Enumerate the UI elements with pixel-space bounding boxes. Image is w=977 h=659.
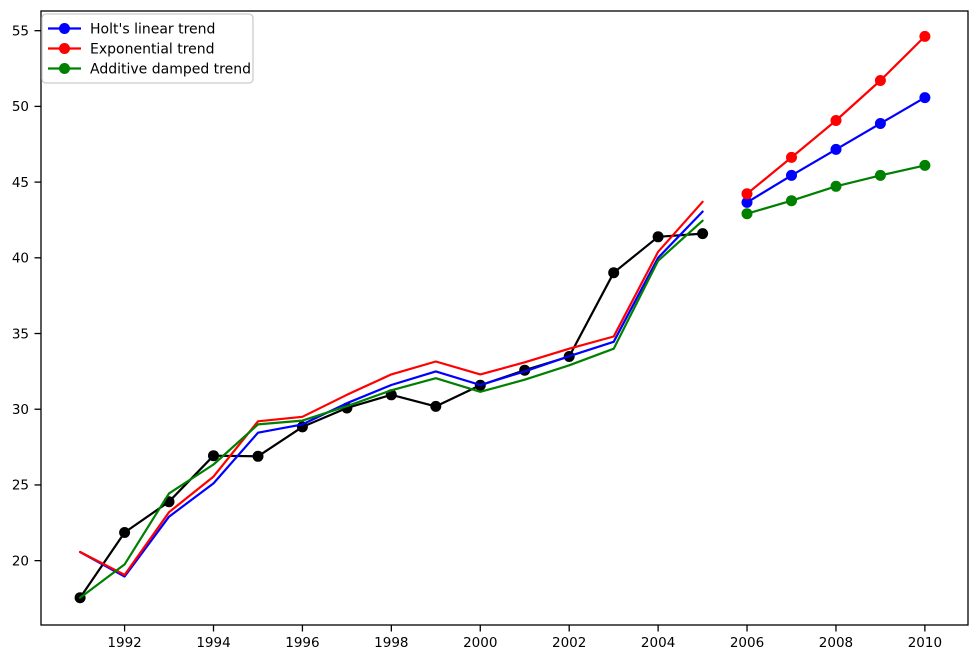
observed-marker bbox=[119, 527, 131, 538]
x-tick-label: 1998 bbox=[374, 635, 408, 651]
observed-marker bbox=[430, 400, 442, 412]
legend-circle-marker-icon bbox=[59, 43, 70, 54]
y-tick-label: 50 bbox=[12, 99, 29, 115]
exponential-forecast-marker bbox=[919, 30, 931, 42]
observed-marker bbox=[252, 450, 264, 462]
y-tick-label: 45 bbox=[12, 175, 29, 191]
additive-damped-forecast-marker bbox=[786, 195, 797, 207]
legend-label: Additive damped trend bbox=[90, 61, 251, 77]
holt-linear-forecast-marker bbox=[786, 169, 797, 181]
legend-label: Holt's linear trend bbox=[90, 21, 215, 37]
legend-item-2: Exponential trend bbox=[48, 41, 215, 57]
exponential-forecast-marker bbox=[786, 151, 797, 163]
legend-box bbox=[41, 13, 254, 84]
x-tick-label: 2006 bbox=[730, 635, 764, 651]
y-tick-label: 35 bbox=[12, 326, 29, 342]
exponential-forecast-marker bbox=[874, 75, 886, 86]
additive-damped-forecast-marker bbox=[741, 208, 753, 220]
legend: Holt's linear trend Exponential trend Addi… bbox=[41, 13, 254, 84]
y-tick-label: 40 bbox=[12, 251, 29, 267]
x-tick-label: 2008 bbox=[819, 635, 853, 651]
legend-circle-marker-icon bbox=[59, 23, 70, 34]
x-tick-label: 2000 bbox=[463, 635, 497, 651]
holt-linear-fitted-line bbox=[78, 210, 704, 578]
y-tick-label: 25 bbox=[12, 478, 29, 494]
observed-marker bbox=[208, 450, 219, 462]
plot-area bbox=[40, 10, 969, 626]
x-tick-label: 2010 bbox=[908, 635, 942, 651]
y-tick-label: 30 bbox=[12, 402, 29, 418]
holt-linear-forecast-marker bbox=[919, 92, 931, 104]
observed-marker bbox=[608, 267, 620, 279]
holt-linear-forecast-marker bbox=[830, 143, 842, 155]
x-tick-label: 1992 bbox=[107, 635, 141, 651]
exponential-forecast-marker bbox=[741, 188, 753, 200]
observed-marker bbox=[697, 228, 709, 240]
additive-damped-fitted-line bbox=[78, 219, 704, 599]
exponential-forecast-marker bbox=[830, 115, 842, 126]
observed-marker bbox=[652, 231, 664, 243]
exponential-fitted-line bbox=[78, 200, 704, 577]
x-tick-label: 1994 bbox=[196, 635, 230, 651]
legend-label: Exponential trend bbox=[90, 41, 215, 57]
additive-damped-forecast-marker bbox=[874, 169, 886, 181]
additive-damped-forecast-marker bbox=[919, 159, 931, 171]
x-tick-label: 2002 bbox=[552, 635, 586, 651]
legend-item-3: Additive damped trend bbox=[48, 61, 251, 77]
holt-linear-forecast-marker bbox=[741, 196, 753, 208]
legend-circle-marker-icon bbox=[59, 63, 70, 74]
additive-damped-forecast-marker bbox=[830, 180, 842, 192]
x-tick-label: 2004 bbox=[641, 635, 675, 651]
legend-item-1: Holt's linear trend bbox=[48, 21, 215, 37]
y-tick-label: 55 bbox=[12, 23, 29, 39]
y-tick-label: 20 bbox=[12, 553, 29, 569]
holt-linear-forecast-marker bbox=[874, 118, 886, 129]
x-tick-label: 1996 bbox=[285, 635, 319, 651]
